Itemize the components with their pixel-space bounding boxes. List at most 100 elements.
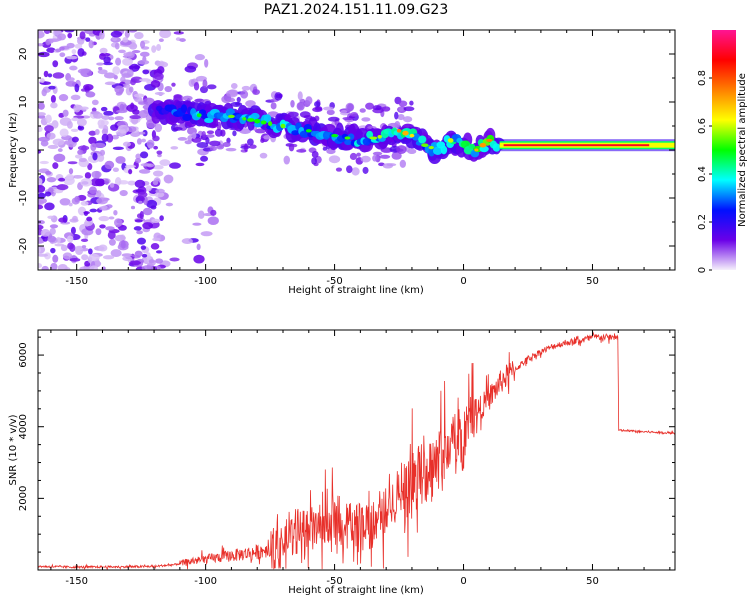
- spectrogram-cell: [335, 167, 342, 172]
- spectrogram-cell: [110, 249, 122, 258]
- spectrogram-cell: [114, 116, 124, 121]
- spectrogram-cell: [259, 152, 268, 159]
- spectrogram-cell: [116, 109, 128, 114]
- spectrogram-cell: [77, 145, 90, 151]
- spectrogram-cell: [74, 43, 83, 49]
- spectrogram-cell: [245, 100, 256, 108]
- spectrogram-cell: [479, 142, 487, 148]
- snr-y-ticks: 2000 4000 6000: [18, 336, 675, 571]
- spectrogram-cell: [95, 228, 102, 236]
- spectrogram-cell: [369, 136, 378, 140]
- spectrogram-cell: [88, 248, 93, 255]
- spectrogram-cell: [418, 135, 427, 144]
- spectrogram-cell: [244, 143, 249, 152]
- spectrogram-cell: [45, 170, 52, 175]
- spectrogram-cell: [122, 141, 131, 147]
- spectrogram-cell: [246, 118, 255, 122]
- spectrogram-cell: [57, 263, 68, 270]
- spectrogram-cell: [177, 137, 188, 141]
- spectrogram-cell: [64, 30, 75, 33]
- snr-x-axis-label: Height of straight line (km): [288, 585, 424, 596]
- spectrogram-cell: [201, 130, 206, 137]
- spectrogram-cell: [128, 30, 138, 33]
- spectrogram-cell: [195, 162, 205, 167]
- spectrogram-cell: [210, 209, 217, 216]
- spectrogram-cell: [130, 205, 136, 210]
- spectrogram-cell: [113, 209, 118, 216]
- spectrogram-cell: [38, 197, 47, 204]
- spectrogram-cell: [242, 117, 247, 121]
- spectrogram-cell: [103, 110, 114, 116]
- spectrogram-cell: [326, 109, 335, 116]
- spectrogram-y-tick-label: -10: [18, 190, 29, 206]
- spectrogram-cell: [70, 94, 81, 101]
- spectrogram-cell: [200, 155, 209, 162]
- spectrogram-cell: [66, 121, 73, 129]
- spectrogram-cell: [71, 136, 79, 143]
- spectrogram-cell: [104, 178, 110, 185]
- spectrogram-cell: [88, 186, 97, 195]
- spectrogram-cell: [43, 70, 49, 78]
- spectrogram-cell: [50, 247, 56, 254]
- spectrogram-cell: [53, 153, 66, 163]
- snr-y-tick-label: 6000: [18, 342, 29, 367]
- spectrogram-cell: [164, 85, 173, 93]
- spectrogram-cell: [398, 106, 404, 112]
- spectrogram-cell: [199, 86, 208, 94]
- spectrogram-cell: [145, 252, 151, 259]
- spectrogram-cell: [204, 58, 209, 68]
- spectrogram-cell: [280, 123, 286, 129]
- spectrogram-cell: [103, 56, 111, 64]
- spectrogram-cell: [151, 45, 157, 53]
- spectrogram-cell: [208, 140, 221, 147]
- spectrogram-cell: [110, 30, 123, 38]
- spectrogram-cell: [399, 159, 406, 168]
- spectrogram-cell: [140, 163, 152, 167]
- spectrogram-cell: [159, 159, 171, 166]
- spectrogram-cell: [474, 148, 479, 152]
- spectrogram-cell: [260, 137, 265, 144]
- snr-x-tick-label: 50: [586, 576, 599, 587]
- spectrogram-cell: [56, 184, 69, 191]
- spectrogram-cell: [311, 150, 319, 158]
- spectrogram-cell: [45, 114, 52, 124]
- spectrogram-cell: [260, 120, 267, 125]
- spectrogram-cell: [52, 162, 59, 169]
- spectrogram-cell: [137, 59, 150, 65]
- spectrogram-cell: [263, 114, 272, 123]
- spectrogram-cell: [232, 130, 237, 137]
- snr-y-axis-label: SNR (10 * v/v): [8, 414, 19, 485]
- spectrogram-cell: [145, 185, 152, 192]
- spectrogram-cell: [107, 230, 116, 240]
- spectrogram-cell: [206, 134, 215, 138]
- spectrogram-cell: [39, 78, 45, 83]
- spectrogram-cell: [38, 177, 43, 185]
- spectrogram-cell: [134, 158, 142, 164]
- spectrogram-cell: [89, 265, 99, 270]
- spectrogram-cell: [122, 57, 133, 66]
- colorbar-label: Normalized spectral amplitude: [737, 73, 748, 227]
- spectrogram-cell: [468, 143, 476, 149]
- spectrogram-cell: [132, 109, 140, 115]
- spectrogram-cell: [153, 72, 164, 81]
- spectrogram-cell: [47, 235, 57, 243]
- spectrogram-cell: [79, 31, 86, 40]
- spectrogram-cell: [101, 133, 109, 143]
- spectrogram-cell: [43, 30, 51, 35]
- spectrogram-cell: [391, 151, 402, 160]
- spectrogram-cell: [38, 253, 49, 257]
- spectrogram-cell: [46, 176, 57, 183]
- spectrogram-cell: [121, 253, 133, 258]
- colorbar-ticks: 0 0.2 0.4 0.6 0.8: [697, 70, 712, 273]
- spectrogram-cell: [83, 83, 94, 91]
- spectrogram-cell: [193, 254, 205, 264]
- spectrogram-cell: [52, 254, 59, 263]
- spectrogram-cell: [184, 140, 192, 145]
- spectrogram-cell: [492, 143, 501, 152]
- spectrogram-cell: [152, 135, 160, 142]
- spectrogram-cell: [58, 94, 69, 102]
- spectrogram-cell: [62, 252, 73, 260]
- spectrogram-cell: [351, 167, 360, 176]
- spectrogram-cell: [148, 144, 153, 149]
- spectrogram-x-ticks: -150 -100 -50 0 50: [50, 30, 671, 287]
